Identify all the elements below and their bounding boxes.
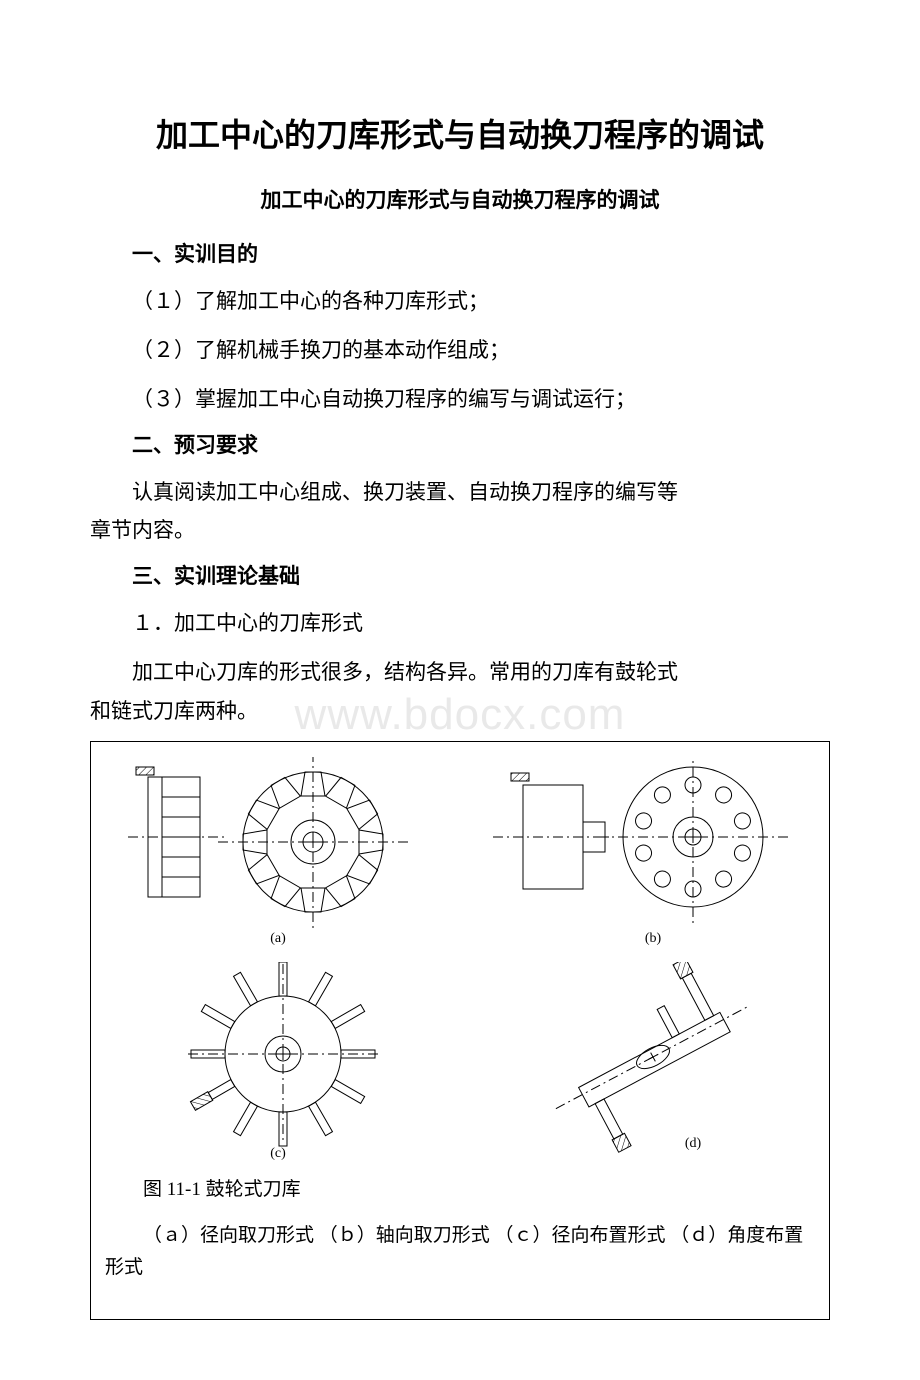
figure-cell-b: (b) (470, 752, 815, 952)
sub-title: 加工中心的刀库形式与自动换刀程序的调试 (90, 184, 830, 214)
figure-svg-c: (c) (128, 962, 428, 1162)
section-3-heading: 三、实训理论基础 (90, 560, 830, 590)
section-1-item-1: （１）了解加工中心的各种刀库形式； (90, 282, 830, 321)
figure-svg-b: (b) (493, 757, 793, 947)
section-3-paragraph-line1: 加工中心刀库的形式很多，结构各异。常用的刀库有鼓轮式 (90, 653, 830, 692)
figure-grid: (a) (105, 752, 815, 1162)
section-3-item-1: １．加工中心的刀库形式 (90, 604, 830, 643)
section-1-heading: 一、实训目的 (90, 238, 830, 268)
main-title: 加工中心的刀库形式与自动换刀程序的调试 (90, 110, 830, 156)
figure-cell-c: (c) (105, 962, 450, 1162)
figure-svg-a: (a) (128, 757, 428, 947)
figure-box: (a) (90, 741, 830, 1321)
document-page: www.bdocx.com 加工中心的刀库形式与自动换刀程序的调试 加工中心的刀… (0, 0, 920, 1380)
section-2-heading: 二、预习要求 (90, 429, 830, 459)
section-1-item-2: （２）了解机械手换刀的基本动作组成； (90, 331, 830, 370)
section-2-paragraph-line2: 章节内容。 (90, 511, 830, 550)
figure-label-d: (d) (684, 1136, 701, 1151)
figure-label-c: (c) (270, 1146, 286, 1161)
section-2-paragraph-line1: 认真阅读加工中心组成、换刀装置、自动换刀程序的编写等 (90, 473, 830, 512)
figure-svg-d: (d) (493, 962, 793, 1162)
content-stack: 加工中心的刀库形式与自动换刀程序的调试 加工中心的刀库形式与自动换刀程序的调试 … (90, 110, 830, 1320)
section-1-item-3: （３）掌握加工中心自动换刀程序的编写与调试运行； (90, 380, 830, 419)
section-3-paragraph-line2: 和链式刀库两种。 (90, 692, 830, 731)
figure-caption: 图 11-1 鼓轮式刀库 (105, 1174, 815, 1201)
figure-cell-a: (a) (105, 752, 450, 952)
figure-label-a: (a) (270, 931, 286, 946)
figure-cell-d: (d) (470, 962, 815, 1162)
figure-label-b: (b) (644, 931, 661, 946)
figure-legend: （ａ）径向取刀形式 （ｂ）轴向取刀形式 （ｃ）径向布置形式 （ｄ）角度布置形式 (105, 1220, 815, 1285)
